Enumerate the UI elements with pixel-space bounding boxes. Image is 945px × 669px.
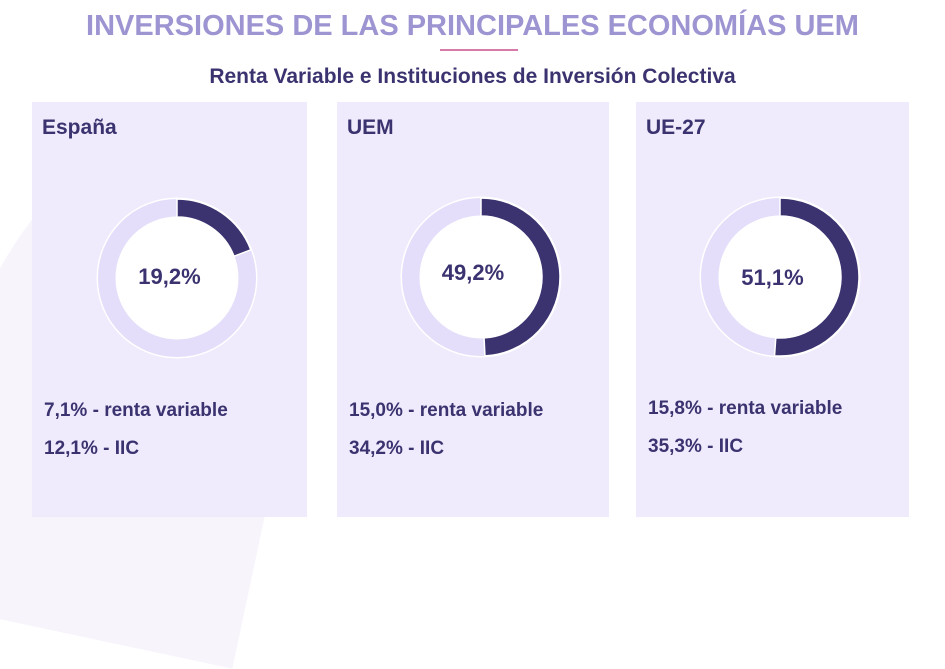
donut-outer-border — [96, 197, 258, 359]
title-divider — [440, 49, 518, 51]
renta-variable-line: 15,0% - renta variable — [349, 400, 544, 421]
panel-espana: España 19,2% 7,1% - renta variable 12,1%… — [32, 102, 307, 517]
panel-title: España — [42, 116, 117, 139]
donut-center-label: 19,2% — [138, 264, 201, 289]
renta-variable-line: 15,8% - renta variable — [648, 398, 843, 419]
iic-line: 34,2% - IIC — [349, 438, 445, 459]
page-subtitle: Renta Variable e Instituciones de Invers… — [209, 65, 736, 88]
panel-title: UEM — [347, 116, 394, 139]
donut-center-label: 49,2% — [441, 260, 505, 285]
panel-uem: UEM 49,2% 15,0% - renta variable 34,2% -… — [337, 102, 609, 517]
donut-outer-border — [400, 196, 562, 358]
donut-outer-border — [699, 196, 861, 358]
donut-chart — [699, 196, 861, 358]
donut-chart — [400, 196, 562, 358]
donut-inner-border — [718, 215, 842, 339]
donut-center-label: 51,1% — [741, 265, 804, 290]
renta-variable-line: 7,1% - renta variable — [44, 400, 228, 421]
iic-line: 12,1% - IIC — [44, 438, 140, 459]
page-title: INVERSIONES DE LAS PRINCIPALES ECONOMÍAS… — [86, 10, 859, 42]
donut-inner-border — [419, 215, 543, 339]
donut-chart — [96, 197, 258, 359]
iic-line: 35,3% - IIC — [648, 436, 744, 457]
donut-inner-border — [115, 216, 239, 340]
panel-ue27: UE-27 51,1% 15,8% - renta variable 35,3%… — [636, 102, 909, 517]
panel-title: UE-27 — [646, 116, 706, 139]
